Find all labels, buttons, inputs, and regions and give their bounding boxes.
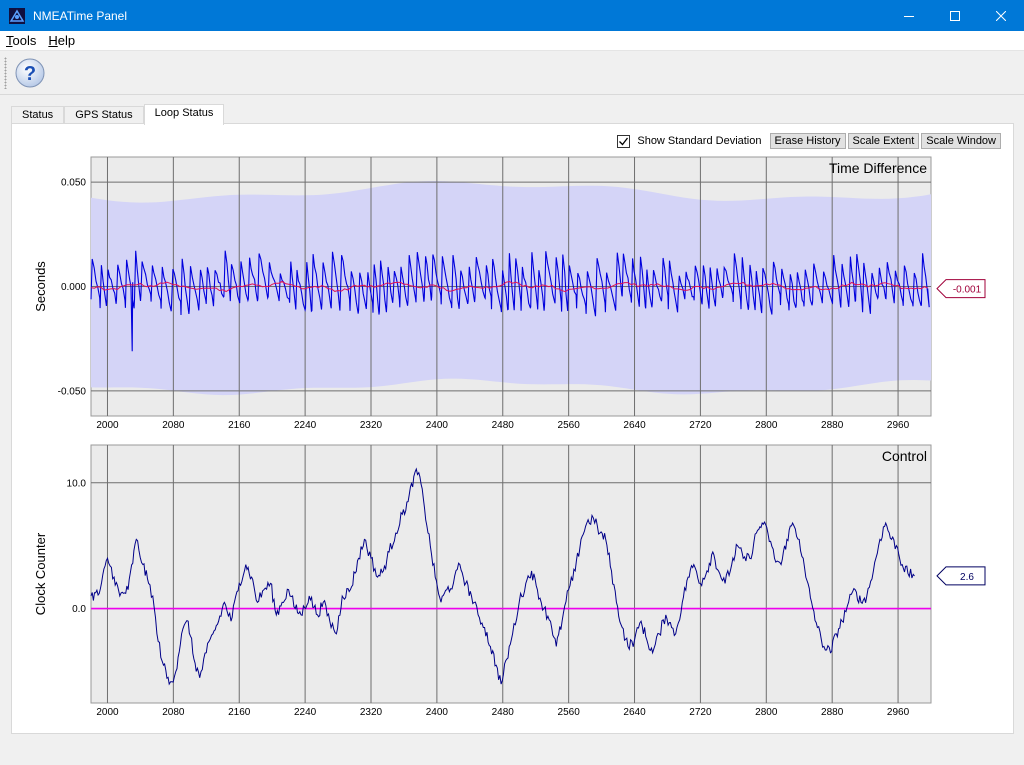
erase-history-button[interactable]: Erase History — [769, 133, 846, 149]
toolbar: ? — [0, 51, 1024, 95]
maximize-button[interactable] — [932, 0, 978, 31]
tab-loop-status[interactable]: Loop Status — [143, 104, 225, 125]
window-title: NMEATime Panel — [33, 8, 128, 23]
maximize-icon — [950, 10, 960, 21]
svg-text:?: ? — [24, 63, 36, 85]
close-icon — [996, 10, 1006, 21]
title-bar: NMEATime Panel — [0, 0, 1024, 31]
checkmark-icon — [619, 137, 629, 145]
toolbar-grip[interactable] — [4, 57, 7, 89]
loop-status-panel: Show Standard Deviation Erase History Sc… — [11, 123, 1014, 734]
scale-window-button[interactable]: Scale Window — [921, 133, 1001, 149]
show-std-dev-label: Show Standard Deviation — [637, 135, 762, 147]
menu-help[interactable]: Help — [48, 33, 76, 48]
tab-gps-status[interactable]: GPS Status — [64, 106, 144, 125]
tab-strip: Status GPS Status Loop Status — [11, 104, 225, 125]
menu-tools[interactable]: Tools — [6, 33, 37, 48]
scale-extent-button[interactable]: Scale Extent — [847, 133, 920, 149]
show-std-dev-checkbox[interactable] — [617, 134, 631, 148]
minimize-icon — [904, 15, 914, 17]
minimize-button[interactable] — [886, 0, 932, 31]
tab-status[interactable]: Status — [11, 106, 65, 125]
help-button[interactable]: ? — [14, 57, 46, 89]
menu-bar: Tools Help — [0, 31, 1024, 51]
help-icon: ? — [15, 58, 45, 88]
loop-controls: Show Standard Deviation Erase History Sc… — [617, 133, 1001, 149]
app-icon — [9, 7, 25, 24]
close-button[interactable] — [978, 0, 1024, 31]
